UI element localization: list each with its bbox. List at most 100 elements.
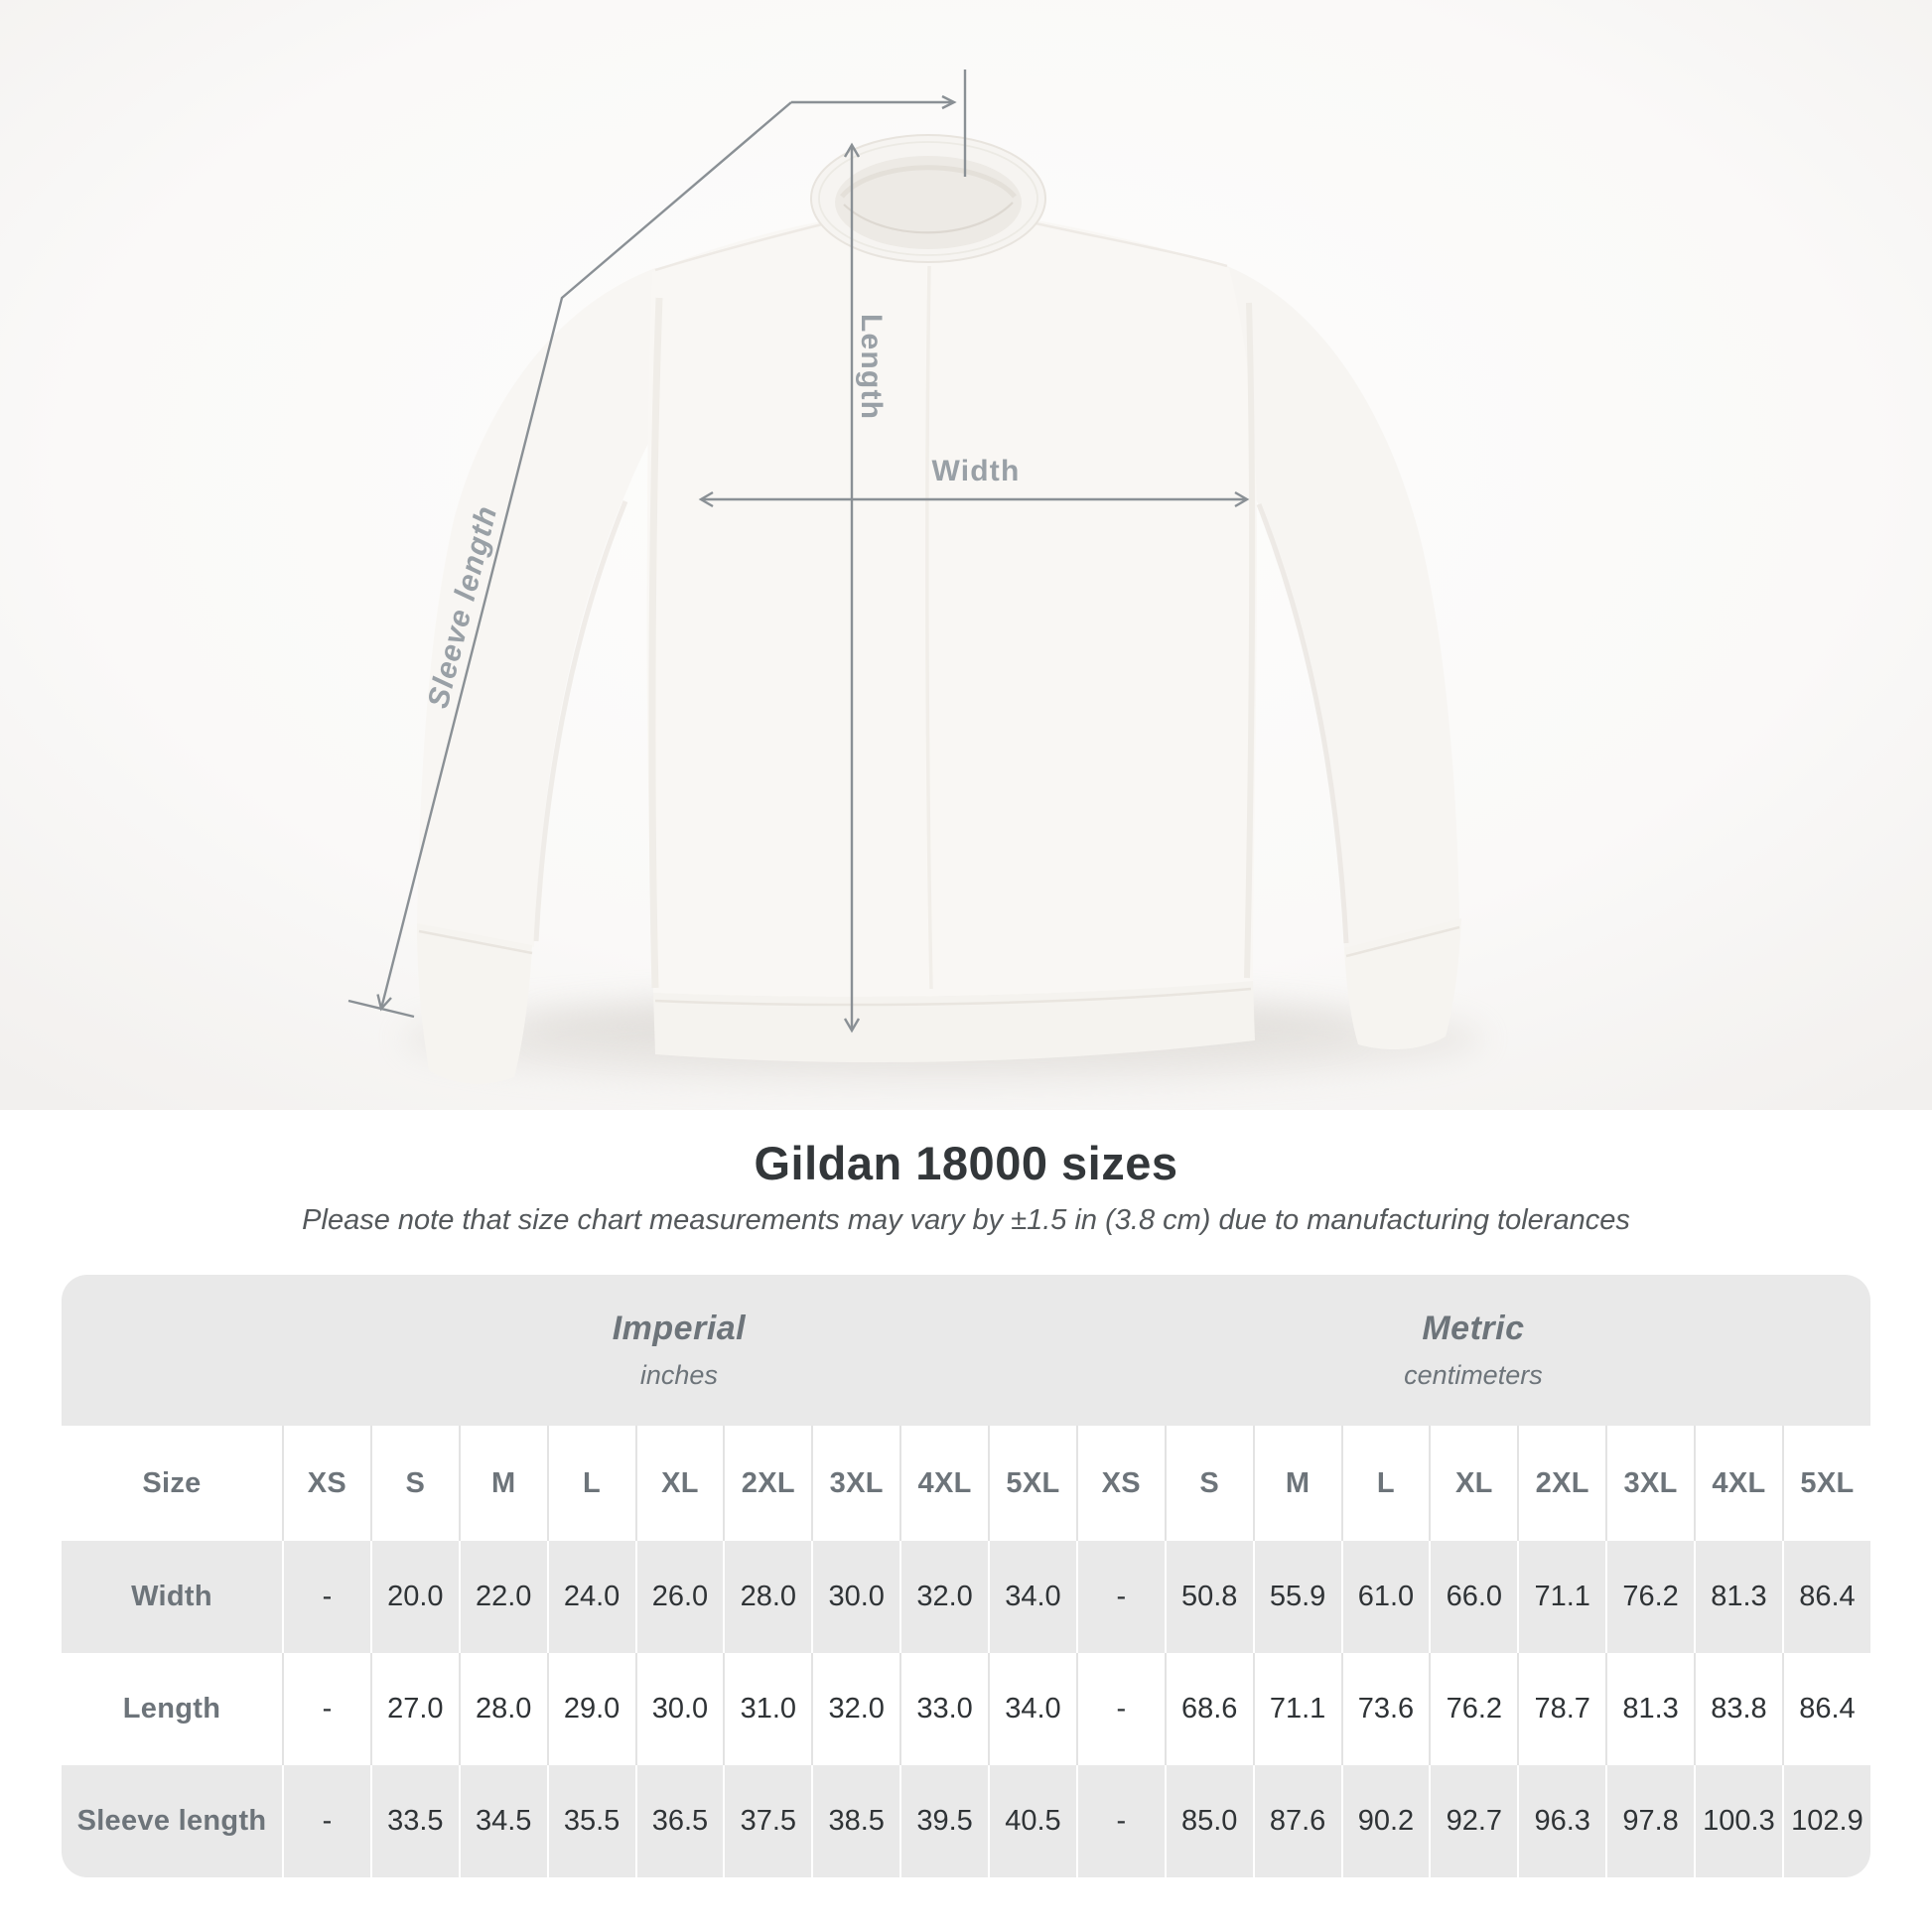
measurement-row-length: Length -27.0 28.0 29.0 30.0 31.0 32.0 33.0 34.0-… — [62, 1653, 1870, 1765]
measurement-value: - — [1075, 1541, 1165, 1653]
size-col-metric-4xl: 4XL — [1694, 1426, 1782, 1541]
measurement-value: 83.8 — [1694, 1653, 1782, 1765]
size-col-imperial-4xl: 4XL — [899, 1426, 988, 1541]
measurement-value: 96.3 — [1517, 1765, 1605, 1877]
measurement-value: 28.0 — [723, 1541, 811, 1653]
size-col-metric-2xl: 2XL — [1517, 1426, 1606, 1541]
measurement-value: 36.5 — [634, 1765, 724, 1877]
measurement-value: 27.0 — [369, 1653, 459, 1765]
measurement-value: 50.8 — [1164, 1541, 1253, 1653]
measurement-value: 34.0 — [988, 1653, 1076, 1765]
hem-band — [653, 981, 1255, 1063]
measurement-value: 86.4 — [1781, 1541, 1870, 1653]
measurement-value: 29.0 — [546, 1653, 635, 1765]
measurement-value: 39.5 — [899, 1765, 988, 1877]
measurement-value: 20.0 — [369, 1541, 459, 1653]
tolerance-note: Please note that size chart measurements… — [302, 1204, 1630, 1236]
width-label: Width — [931, 455, 1020, 487]
metric-group-header: Metric centimeters — [1075, 1275, 1870, 1426]
measurement-row-sleeve-length: Sleeve length -33.5 34.5 35.5 36.5 37.5 38.5 39… — [62, 1765, 1870, 1877]
measurement-value: 33.5 — [369, 1765, 459, 1877]
measurement-value: 68.6 — [1164, 1653, 1253, 1765]
size-col-imperial-5xl: 5XL — [988, 1426, 1076, 1541]
measurement-value: 30.0 — [811, 1541, 899, 1653]
measurement-value: 81.3 — [1605, 1653, 1694, 1765]
measurement-value: 102.9 — [1781, 1765, 1870, 1877]
size-col-imperial-m: M — [458, 1426, 547, 1541]
measurement-value: 97.8 — [1605, 1765, 1694, 1877]
measurement-value: 35.5 — [546, 1765, 635, 1877]
size-header-row: Size XS S M L XL 2XL 3XL 4XL 5XL XS S M L XL 2XL 3XL 4XL… — [62, 1426, 1870, 1541]
sweatshirt-illustration — [417, 134, 1461, 1084]
size-col-metric-xs: XS — [1075, 1426, 1165, 1541]
size-col-metric-m: M — [1252, 1426, 1341, 1541]
row-label: Sleeve length — [76, 1805, 267, 1837]
measurement-value: - — [282, 1541, 370, 1653]
measurement-value: 86.4 — [1781, 1653, 1870, 1765]
measurement-value: 32.0 — [811, 1653, 899, 1765]
size-table-body: Width -20.0 22.0 24.0 26.0 28.0 30.0 32.0 34.0-5… — [62, 1541, 1870, 1877]
measurement-value: 61.0 — [1340, 1541, 1430, 1653]
unit-group-row: Imperial inches Metric centimeters — [62, 1275, 1870, 1426]
measurement-value: 24.0 — [546, 1541, 635, 1653]
measurement-value: 92.7 — [1429, 1765, 1517, 1877]
size-col-metric-5xl: 5XL — [1781, 1426, 1870, 1541]
size-col-imperial-xl: XL — [634, 1426, 724, 1541]
size-col-imperial-s: S — [369, 1426, 459, 1541]
sweatshirt-measurement-diagram: Width Length Sleeve length — [0, 0, 1932, 1110]
measurement-value: - — [282, 1653, 370, 1765]
measurement-value: 66.0 — [1429, 1541, 1517, 1653]
measurement-lines — [347, 69, 1250, 1034]
measurement-value: 40.5 — [988, 1765, 1076, 1877]
corner-cell — [62, 1275, 282, 1426]
size-chart-table: Imperial inches Metric centimeters Size … — [62, 1275, 1870, 1877]
measurement-value: 71.1 — [1517, 1541, 1605, 1653]
size-col-metric-l: L — [1340, 1426, 1430, 1541]
size-col-imperial-3xl: 3XL — [811, 1426, 900, 1541]
measurement-value: 100.3 — [1694, 1765, 1782, 1877]
measurement-value: 87.6 — [1252, 1765, 1341, 1877]
row-label: Width — [131, 1581, 212, 1612]
metric-label: Metric — [1422, 1310, 1525, 1347]
measurement-value: - — [1075, 1653, 1165, 1765]
imperial-unit: inches — [639, 1360, 718, 1390]
right-cuff — [1344, 918, 1461, 1050]
measurement-value: 71.1 — [1252, 1653, 1341, 1765]
measurement-value: 34.0 — [988, 1541, 1076, 1653]
measurement-value: 34.5 — [458, 1765, 547, 1877]
left-sleeve — [417, 268, 657, 947]
measurement-value: 28.0 — [458, 1653, 547, 1765]
measurement-value: 73.6 — [1340, 1653, 1430, 1765]
measurement-value: 90.2 — [1340, 1765, 1430, 1877]
length-label: Length — [855, 314, 888, 420]
measurement-value: - — [282, 1765, 370, 1877]
page-title: Gildan 18000 sizes — [754, 1137, 1178, 1189]
measurement-value: 78.7 — [1517, 1653, 1605, 1765]
measurement-value: 85.0 — [1164, 1765, 1253, 1877]
measurement-value: 26.0 — [634, 1541, 724, 1653]
row-label: Length — [122, 1693, 221, 1725]
measurement-value: 81.3 — [1694, 1541, 1782, 1653]
size-col-metric-3xl: 3XL — [1605, 1426, 1694, 1541]
size-col-imperial-2xl: 2XL — [723, 1426, 812, 1541]
measurement-row-width: Width -20.0 22.0 24.0 26.0 28.0 30.0 32.0 34.0-5… — [62, 1541, 1870, 1653]
measurement-value: 33.0 — [899, 1653, 988, 1765]
measurement-value: 55.9 — [1252, 1541, 1341, 1653]
imperial-group-header: Imperial inches — [282, 1275, 1076, 1426]
measurement-value: 22.0 — [458, 1541, 547, 1653]
sleeve-end-tick — [347, 999, 415, 1019]
measurement-value: 30.0 — [634, 1653, 724, 1765]
size-col-imperial-l: L — [546, 1426, 635, 1541]
imperial-label: Imperial — [612, 1310, 747, 1347]
size-header-cell: Size — [62, 1426, 282, 1541]
measurement-value: 37.5 — [723, 1765, 811, 1877]
collar — [810, 134, 1046, 263]
measurement-value: 38.5 — [811, 1765, 899, 1877]
right-sleeve — [1225, 266, 1459, 949]
sleeve-length-line — [379, 101, 792, 1010]
size-table: Imperial inches Metric centimeters Size … — [62, 1275, 1870, 1877]
left-cuff — [417, 923, 532, 1084]
measurement-value: 76.2 — [1429, 1653, 1517, 1765]
measurement-value: - — [1075, 1765, 1165, 1877]
size-col-imperial-xs: XS — [282, 1426, 370, 1541]
